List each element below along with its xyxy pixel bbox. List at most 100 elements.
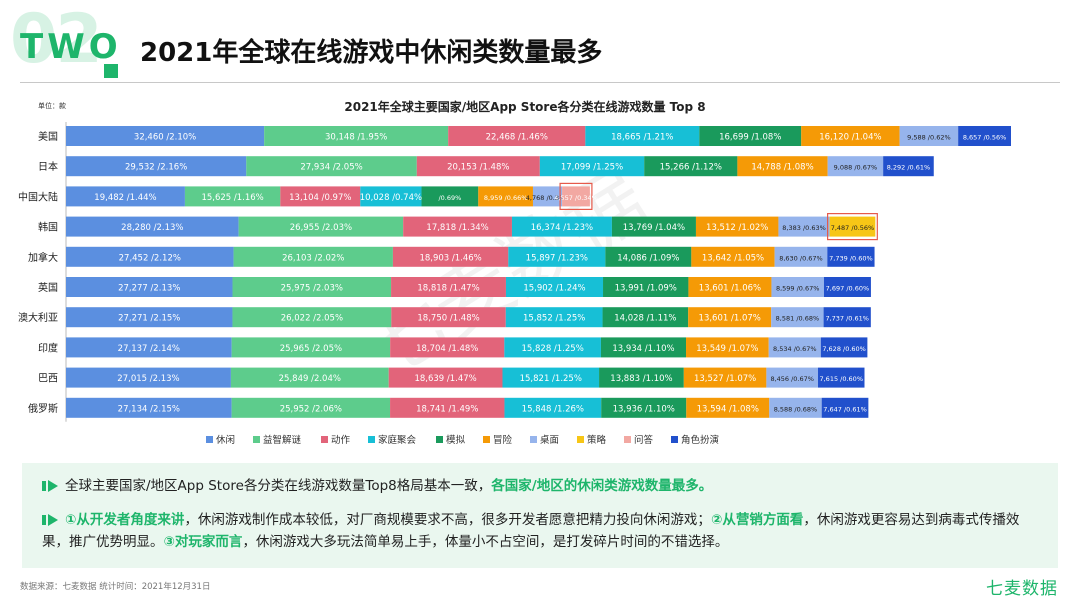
note-1: 全球主要国家/地区App Store各分类在线游戏数量Top8格局基本一致，各国…	[42, 475, 712, 497]
data-label: 13,549 /1.07%	[696, 344, 758, 354]
data-label: 7,737 /0.61%	[825, 315, 869, 323]
bar-segment	[232, 277, 392, 297]
data-label: 27,015 /2.13%	[117, 374, 179, 384]
legend-swatch	[624, 436, 631, 443]
bar-segment	[644, 156, 738, 177]
section-accent-block	[104, 64, 118, 78]
note-2: ①从开发者角度来讲，休闲游戏制作成本较低，对厂商规模要求不高，很多开发者愿意把精…	[42, 509, 1019, 531]
bar-segment	[823, 277, 871, 297]
data-label: 13,936 /1.10%	[613, 404, 675, 414]
bar-segment	[539, 156, 645, 177]
data-label: 4,557 /0.34%	[554, 194, 598, 202]
data-label: 18,750 /1.48%	[417, 314, 479, 324]
data-label: 8,292 /0.61%	[887, 164, 931, 172]
data-label: 32,460 /2.10%	[134, 133, 196, 143]
bar-segment	[695, 216, 779, 237]
bar-segment	[390, 397, 505, 418]
data-label: 15,828 /1.25%	[521, 344, 583, 354]
section-number: 02	[10, 0, 103, 79]
bar-segment	[766, 367, 819, 388]
legend-label: 策略	[587, 434, 607, 446]
data-label: 17,818 /1.34%	[426, 223, 488, 233]
bar-segment	[421, 186, 479, 207]
bar-segment	[801, 126, 900, 146]
data-label: 13,601 /1.07%	[699, 314, 761, 324]
bar-segment	[899, 126, 959, 146]
legend-label: 问答	[634, 434, 654, 446]
bar-segment	[883, 156, 934, 177]
data-label: 8,456 /0.67%	[770, 375, 814, 383]
bar-segment	[66, 367, 231, 388]
bar-segment	[505, 277, 604, 297]
data-label: 8,657 /0.56%	[963, 134, 1007, 142]
bar-segment	[511, 216, 612, 237]
data-label: 26,955 /2.03%	[290, 223, 352, 233]
data-label: 15,852 /1.25%	[523, 314, 585, 324]
data-label: 13,642 /1.05%	[702, 253, 764, 263]
bar-segment	[820, 337, 868, 358]
bar-segment	[232, 307, 392, 328]
notes-box: 全球主要国家/地区App Store各分类在线游戏数量Top8格局基本一致，各国…	[22, 463, 1058, 568]
data-label: 20,153 /1.48%	[447, 163, 509, 173]
data-label: 15,821 /1.25%	[520, 374, 582, 384]
data-label: 7,697 /0.60%	[826, 285, 870, 293]
data-label: 25,965 /2.05%	[280, 344, 342, 354]
data-label: 8,534 /0.67%	[773, 345, 817, 353]
data-label: 9,588 /0.62%	[907, 134, 951, 142]
bar-segment	[504, 337, 601, 358]
data-label: 8,630 /0.67%	[779, 254, 823, 262]
data-label: /0.69%	[438, 194, 461, 202]
legend-label: 角色扮演	[681, 434, 719, 446]
legend-swatch	[321, 436, 328, 443]
note-3-highlight: ③对玩家而言	[163, 534, 243, 550]
legend-label: 模拟	[446, 434, 466, 446]
legend-label: 益智解谜	[263, 434, 302, 446]
bar-segment	[230, 367, 389, 388]
legend-swatch	[577, 436, 584, 443]
bar-segment	[391, 277, 506, 297]
bar-segment	[390, 337, 505, 358]
legend-swatch	[671, 436, 678, 443]
highlight-box	[827, 212, 878, 241]
legend-swatch	[530, 436, 537, 443]
data-label: 15,897 /1.23%	[526, 253, 588, 263]
bar-segment	[360, 186, 422, 207]
bar-segment	[599, 367, 684, 388]
bar-segment	[686, 397, 770, 418]
data-label: 9,088 /0.67%	[834, 164, 878, 172]
data-label: 25,849 /2.04%	[279, 374, 341, 384]
legend-label: 冒险	[493, 434, 513, 446]
bar-segment	[508, 246, 606, 267]
data-label: 8,959 /0.66%	[484, 194, 528, 202]
bar-segment	[771, 277, 824, 297]
bar-segment	[391, 307, 506, 328]
data-label: 7,739 /0.60%	[829, 254, 873, 262]
note-3-text-2: ，休闲游戏大多玩法简单易上手，体量小不占空间，是打发碎片时间的不错选择。	[242, 534, 729, 550]
bar-segment	[688, 307, 772, 328]
bar-segment	[392, 246, 509, 267]
data-label: 8,383 /0.63%	[782, 224, 826, 232]
bar-segment	[769, 397, 822, 418]
bar-segment	[562, 186, 590, 207]
data-label: 18,639 /1.47%	[414, 374, 476, 384]
bar-segment	[823, 307, 871, 328]
data-label: 16,120 /1.04%	[819, 133, 881, 143]
legend-swatch	[253, 436, 260, 443]
data-label: 30,148 /1.95%	[325, 133, 387, 143]
data-label: 8,581 /0.68%	[776, 315, 820, 323]
bar-segment	[66, 186, 185, 207]
data-label: 27,277 /2.13%	[118, 284, 180, 294]
bar-segment	[66, 397, 232, 418]
bar-segment	[66, 277, 233, 297]
data-label: 15,266 /1.12%	[660, 163, 722, 173]
data-label: 26,022 /2.05%	[281, 314, 343, 324]
header-divider	[20, 82, 1060, 83]
bar-segment	[231, 397, 391, 418]
bar-segment	[611, 216, 696, 237]
note-1-highlight: 各国家/地区的休闲类游戏数量最多。	[491, 478, 713, 494]
data-label: 28,280 /2.13%	[121, 223, 183, 233]
data-label: 13,769 /1.04%	[623, 223, 685, 233]
data-label: 8,588 /0.68%	[774, 405, 818, 413]
category-label: 印度	[38, 341, 58, 354]
